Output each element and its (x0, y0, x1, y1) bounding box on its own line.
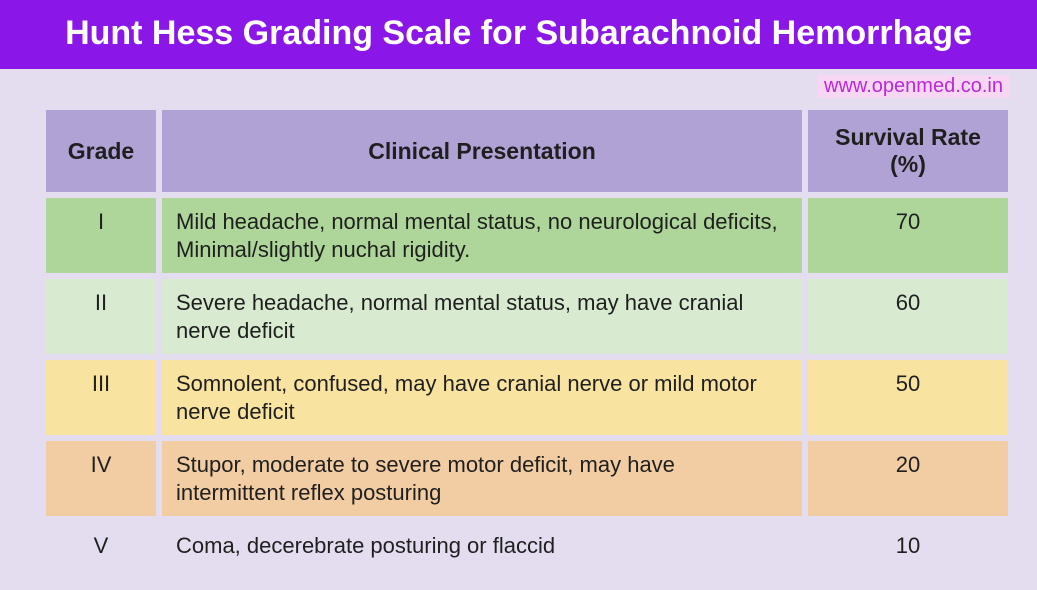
table-row: III Somnolent, confused, may have crania… (46, 360, 1008, 435)
cell-rate: 10 (808, 522, 1008, 570)
cell-rate: 50 (808, 360, 1008, 435)
cell-rate: 20 (808, 441, 1008, 516)
cell-rate: 60 (808, 279, 1008, 354)
table-header-row: Grade Clinical Presentation Survival Rat… (46, 110, 1008, 192)
col-header-grade: Grade (46, 110, 156, 192)
cell-grade: IV (46, 441, 156, 516)
cell-rate: 70 (808, 198, 1008, 273)
col-header-presentation: Clinical Presentation (162, 110, 802, 192)
title-bar: Hunt Hess Grading Scale for Subarachnoid… (0, 0, 1037, 69)
source-link[interactable]: www.openmed.co.in (818, 75, 1009, 98)
table-row: II Severe headache, normal mental status… (46, 279, 1008, 354)
grading-table: Grade Clinical Presentation Survival Rat… (40, 104, 1014, 576)
cell-grade: II (46, 279, 156, 354)
table-body: I Mild headache, normal mental status, n… (46, 198, 1008, 570)
cell-presentation: Somnolent, confused, may have cranial ne… (162, 360, 802, 435)
page-container: Hunt Hess Grading Scale for Subarachnoid… (0, 0, 1037, 590)
cell-grade: I (46, 198, 156, 273)
cell-presentation: Stupor, moderate to severe motor deficit… (162, 441, 802, 516)
table-row: IV Stupor, moderate to severe motor defi… (46, 441, 1008, 516)
col-header-rate: Survival Rate (%) (808, 110, 1008, 192)
cell-grade: III (46, 360, 156, 435)
cell-presentation: Mild headache, normal mental status, no … (162, 198, 802, 273)
source-line: www.openmed.co.in (0, 69, 1037, 104)
cell-presentation: Severe headache, normal mental status, m… (162, 279, 802, 354)
table-row: V Coma, decerebrate posturing or flaccid… (46, 522, 1008, 570)
cell-presentation: Coma, decerebrate posturing or flaccid (162, 522, 802, 570)
page-title: Hunt Hess Grading Scale for Subarachnoid… (10, 14, 1027, 53)
table-row: I Mild headache, normal mental status, n… (46, 198, 1008, 273)
cell-grade: V (46, 522, 156, 570)
